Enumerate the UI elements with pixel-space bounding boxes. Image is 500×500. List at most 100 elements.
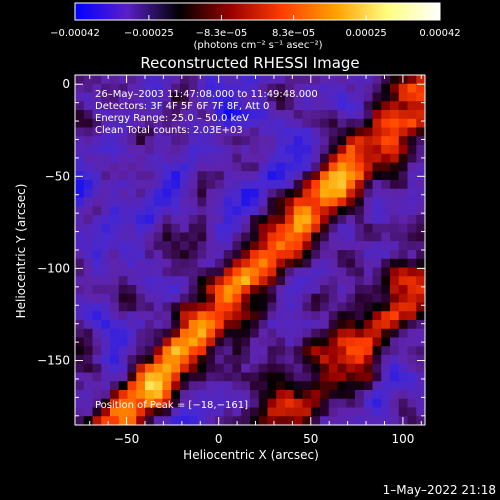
heatmap-cell xyxy=(328,267,338,277)
heatmap-cell xyxy=(92,267,102,277)
heatmap-cell xyxy=(92,416,102,425)
heatmap-cell xyxy=(92,363,102,373)
heatmap-cell xyxy=(267,75,277,85)
heatmap-cell xyxy=(320,250,330,260)
heatmap-cell xyxy=(285,136,295,146)
heatmap-cell xyxy=(241,381,251,391)
heatmap-cell xyxy=(153,136,163,146)
heatmap-cell xyxy=(118,363,128,373)
heatmap-cell xyxy=(241,206,251,216)
heatmap-cell xyxy=(75,180,85,190)
heatmap-cell xyxy=(416,398,425,408)
heatmap-cell xyxy=(337,118,347,128)
heatmap-cell xyxy=(83,390,93,400)
heatmap-cell xyxy=(363,110,373,120)
heatmap-cell xyxy=(241,197,251,207)
heatmap-cell xyxy=(407,101,417,111)
heatmap-cell xyxy=(162,127,172,137)
annotation-block: 26–May–2003 11:47:08.000 to 11:49:48.000… xyxy=(95,89,318,136)
heatmap-cell xyxy=(293,302,303,312)
heatmap-cell xyxy=(197,110,207,120)
heatmap-cell xyxy=(83,355,93,365)
heatmap-cell xyxy=(346,110,356,120)
heatmap-cell xyxy=(232,127,242,137)
heatmap-cell xyxy=(180,250,190,260)
heatmap-cell xyxy=(101,328,111,338)
heatmap-cell xyxy=(75,267,85,277)
heatmap-cell xyxy=(206,92,216,102)
heatmap-cell xyxy=(188,215,198,225)
heatmap-cell xyxy=(337,267,347,277)
heatmap-cell xyxy=(232,83,242,93)
heatmap-cell xyxy=(223,241,233,251)
heatmap-cell xyxy=(250,302,260,312)
heatmap-cell xyxy=(171,398,181,408)
heatmap-cell xyxy=(390,83,400,93)
heatmap-cell xyxy=(101,153,111,163)
heatmap-cell xyxy=(145,285,155,295)
heatmap-cell xyxy=(398,101,408,111)
heatmap-cell xyxy=(188,250,198,260)
heatmap-cell xyxy=(355,311,365,321)
heatmap-cell xyxy=(363,320,373,330)
heatmap-cell xyxy=(293,407,303,417)
heatmap-cell xyxy=(293,118,303,128)
heatmap-cell xyxy=(101,355,111,365)
heatmap-cell xyxy=(171,232,181,242)
heatmap-cell xyxy=(320,92,330,102)
heatmap-cell xyxy=(293,223,303,233)
heatmap-cell xyxy=(398,206,408,216)
heatmap-cell xyxy=(355,320,365,330)
heatmap-cell xyxy=(153,188,163,198)
heatmap-cell xyxy=(346,153,356,163)
heatmap-cell xyxy=(162,320,172,330)
heatmap-cell xyxy=(136,398,146,408)
heatmap-cell xyxy=(346,188,356,198)
heatmap-cell xyxy=(232,241,242,251)
heatmap-cell xyxy=(110,127,120,137)
heatmap-cell xyxy=(328,398,338,408)
heatmap-cell xyxy=(285,328,295,338)
heatmap-cell xyxy=(337,328,347,338)
heatmap-cell xyxy=(416,258,425,268)
heatmap-cell xyxy=(206,118,216,128)
heatmap-cell xyxy=(118,75,128,85)
heatmap-cell xyxy=(276,83,286,93)
heatmap-cell xyxy=(180,188,190,198)
heatmap-cell xyxy=(101,372,111,382)
heatmap-cell xyxy=(337,311,347,321)
heatmap-cell xyxy=(293,162,303,172)
heatmap-cell xyxy=(188,346,198,356)
heatmap-cell xyxy=(215,328,225,338)
heatmap-cell xyxy=(92,241,102,251)
heatmap-cell xyxy=(381,267,391,277)
heatmap-cell xyxy=(223,83,233,93)
heatmap-cell xyxy=(267,250,277,260)
heatmap-cell xyxy=(145,328,155,338)
heatmap-cell xyxy=(223,320,233,330)
heatmap-cell xyxy=(110,223,120,233)
heatmap-cell xyxy=(215,390,225,400)
heatmap-cell xyxy=(258,223,268,233)
heatmap-cell xyxy=(320,311,330,321)
heatmap-cell xyxy=(136,372,146,382)
heatmap-cell xyxy=(110,320,120,330)
heatmap-cell xyxy=(162,302,172,312)
heatmap-cell xyxy=(250,258,260,268)
heatmap-cell xyxy=(145,110,155,120)
colorbar: −0.00042 −0.00025 −8.3e−05 8.3e−05 0.00025 0.… xyxy=(50,2,461,51)
heatmap-cell xyxy=(92,75,102,85)
heatmap-cell xyxy=(416,320,425,330)
heatmap-cell xyxy=(372,75,382,85)
heatmap-cell xyxy=(363,267,373,277)
heatmap-cell xyxy=(346,258,356,268)
heatmap-cell xyxy=(302,320,312,330)
heatmap-cell xyxy=(293,83,303,93)
heatmap-cell xyxy=(180,416,190,425)
heatmap-cell xyxy=(110,232,120,242)
heatmap-cell xyxy=(153,153,163,163)
heatmap-cell xyxy=(75,250,85,260)
heatmap-cell xyxy=(363,293,373,303)
heatmap-cell xyxy=(83,407,93,417)
heatmap-cell xyxy=(302,223,312,233)
